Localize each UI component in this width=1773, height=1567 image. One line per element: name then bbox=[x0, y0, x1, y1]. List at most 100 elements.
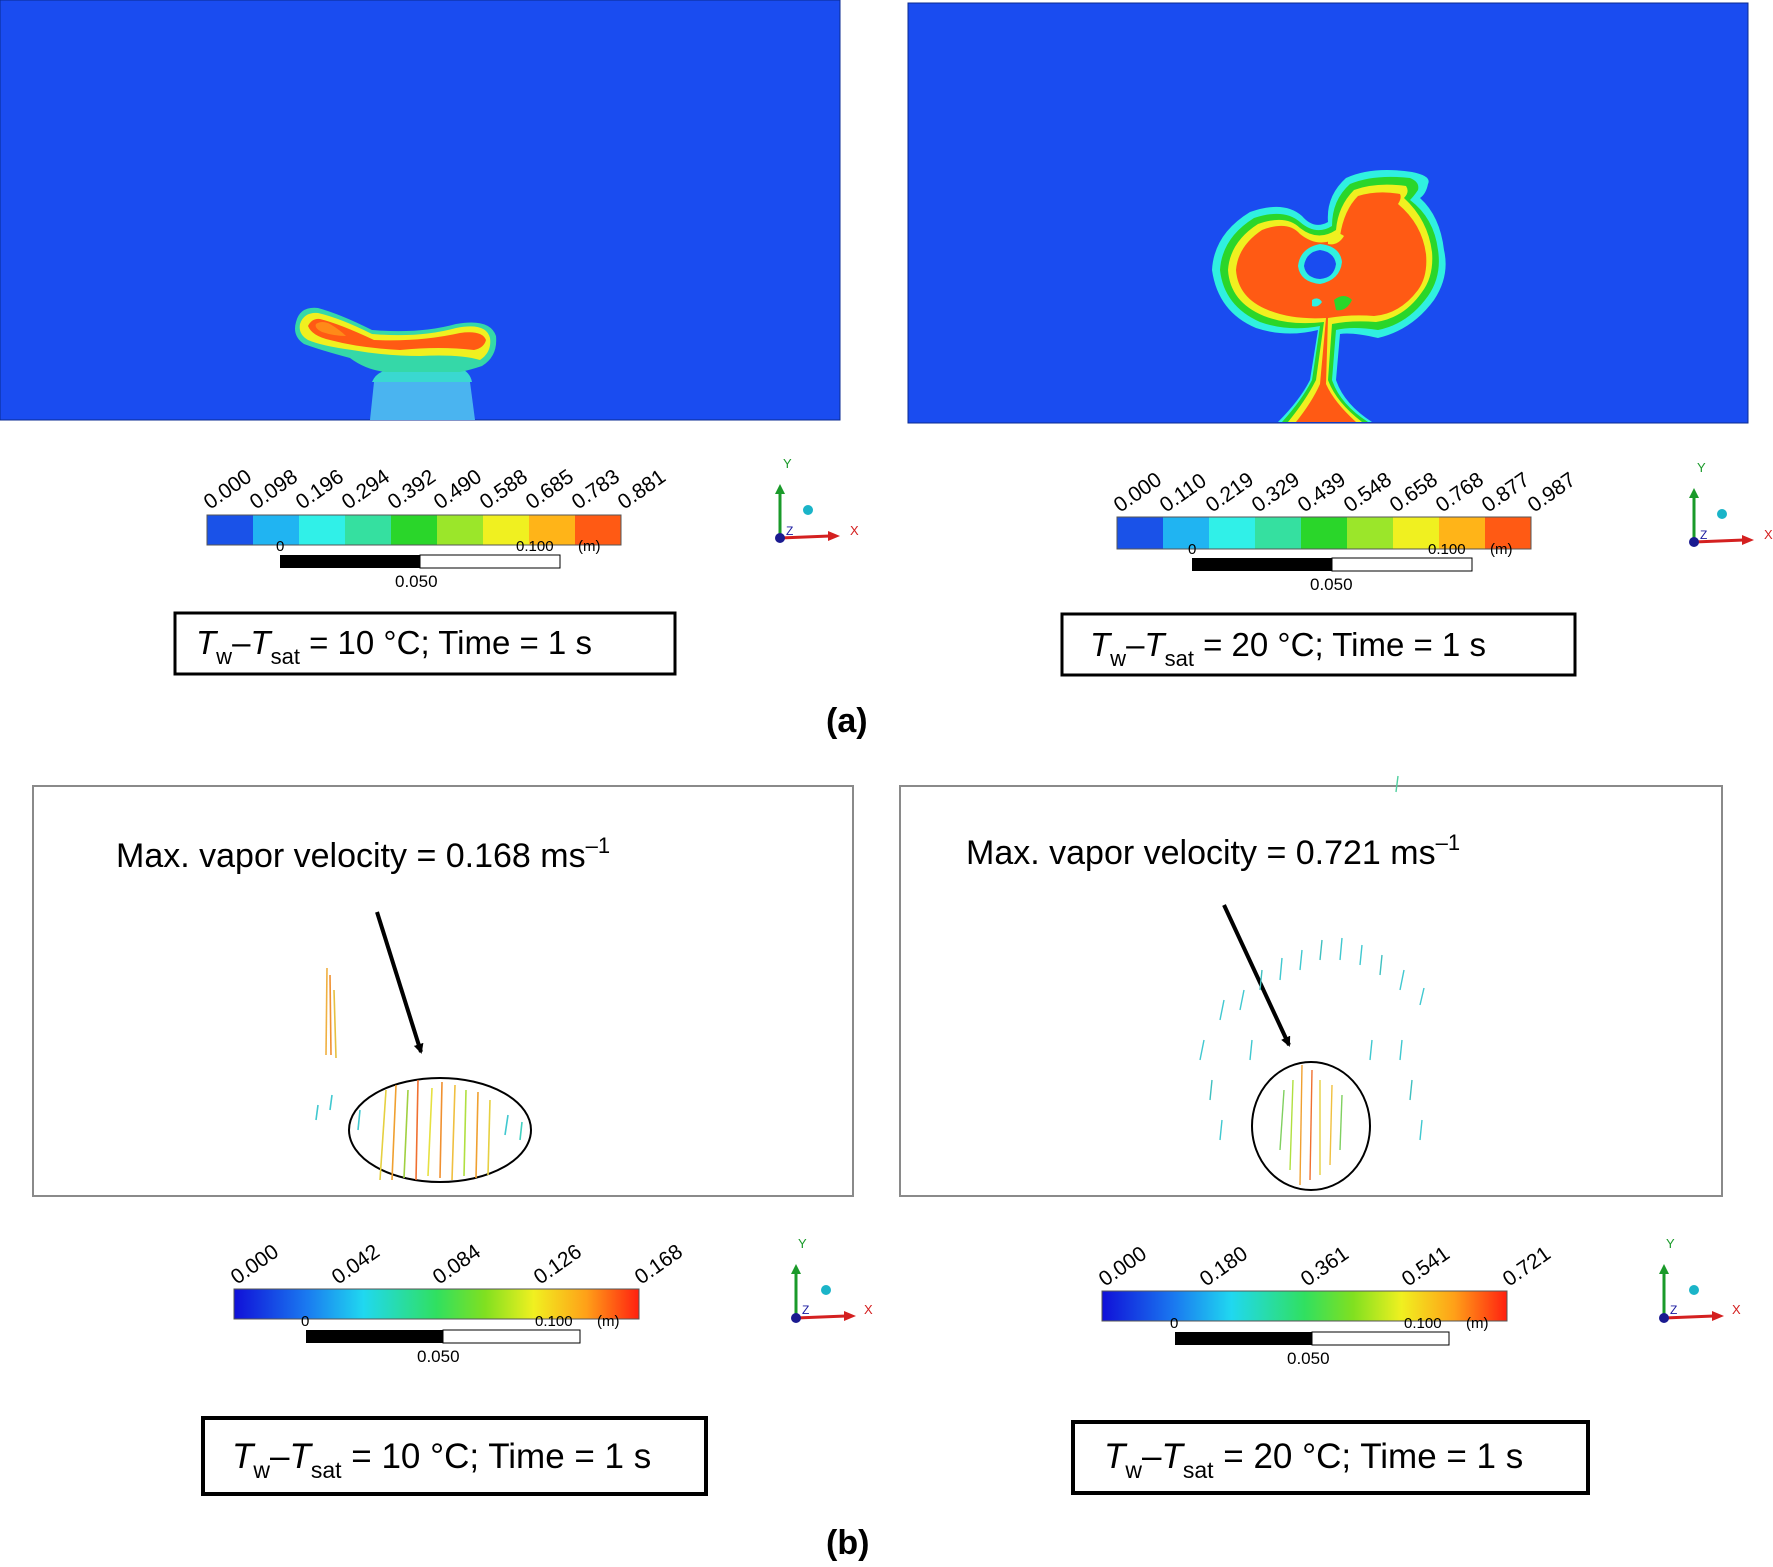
color-swatch bbox=[1163, 517, 1209, 549]
color-swatch bbox=[529, 515, 575, 545]
color-swatch bbox=[207, 515, 253, 545]
tick-label: 0.783 bbox=[568, 465, 624, 514]
axis-z-label: Z bbox=[802, 1303, 809, 1317]
svg-text:Tw–Tsat = 20 °C; Time = 1 s: Tw–Tsat = 20 °C; Time = 1 s bbox=[1104, 1437, 1523, 1483]
tick-label: 0.000 bbox=[200, 465, 256, 514]
colorbar-b-right: 0.000 0.180 0.361 0.541 0.721 0 0.100 (m… bbox=[1095, 1242, 1555, 1368]
tick-label: 0.219 bbox=[1202, 468, 1258, 517]
tick-label: 0.721 bbox=[1499, 1242, 1555, 1291]
tick-label: 0.658 bbox=[1386, 468, 1442, 517]
svg-text:Tw–Tsat = 10 °C; Time = 1 s: Tw–Tsat = 10 °C; Time = 1 s bbox=[232, 1437, 651, 1483]
color-gradient-bar bbox=[233, 1288, 640, 1320]
colorbar-a-left: 0.000 0.098 0.196 0.294 0.392 0.490 0.58… bbox=[200, 465, 670, 591]
svg-text:Tw–Tsat = 10 °C; Time = 1 s: Tw–Tsat = 10 °C; Time = 1 s bbox=[196, 624, 592, 669]
tick-label: 0.042 bbox=[328, 1240, 384, 1289]
scale-mid-label: 0.050 bbox=[1287, 1349, 1330, 1368]
tick-label: 0.588 bbox=[476, 465, 532, 514]
scale-unit-label: (m) bbox=[597, 1313, 620, 1330]
axis-y-label: Y bbox=[1697, 460, 1706, 475]
tick-label: 0.490 bbox=[430, 465, 486, 514]
tick-label: 0.000 bbox=[1095, 1242, 1151, 1291]
tick-label: 0.768 bbox=[1432, 468, 1488, 517]
tick-label: 0.685 bbox=[522, 465, 578, 514]
axis-x-label: X bbox=[1732, 1302, 1741, 1317]
tick-label: 0.877 bbox=[1478, 468, 1534, 517]
tick-label: 0.000 bbox=[227, 1240, 283, 1289]
scale-end-label: 0.100 bbox=[535, 1313, 573, 1330]
color-swatch bbox=[391, 515, 437, 545]
panel-a-left bbox=[0, 0, 841, 421]
color-swatch bbox=[253, 515, 299, 545]
color-swatch bbox=[1255, 517, 1301, 549]
colorbar-b-left: 0.000 0.042 0.084 0.126 0.168 0 0.100 (m… bbox=[227, 1240, 687, 1366]
tick-label: 0.168 bbox=[631, 1240, 687, 1289]
axis-triad-b-left: Y X Z bbox=[791, 1236, 873, 1323]
color-swatch bbox=[1393, 517, 1439, 549]
tick-label: 0.084 bbox=[429, 1240, 486, 1289]
axis-z-label: Z bbox=[1670, 1303, 1677, 1317]
tick-label: 0.098 bbox=[246, 465, 302, 514]
caption-b-right: Tw–Tsat = 20 °C; Time = 1 s bbox=[1071, 1420, 1590, 1495]
axis-y-label: Y bbox=[783, 456, 792, 471]
vector-plot-frame bbox=[32, 785, 854, 1197]
scale-bar: 0 0.100 (m) 0.050 bbox=[1170, 1315, 1489, 1368]
scale-unit-label: (m) bbox=[578, 538, 601, 555]
scale-zero-label: 0 bbox=[1188, 541, 1196, 558]
panel-b-label: (b) bbox=[826, 1524, 869, 1562]
scale-mid-label: 0.050 bbox=[417, 1347, 460, 1366]
scale-bar: 0 0.100 (m) 0.050 bbox=[276, 538, 601, 591]
color-swatch bbox=[575, 515, 621, 545]
tick-label: 0.329 bbox=[1248, 468, 1304, 517]
tick-label: 0.180 bbox=[1196, 1242, 1252, 1291]
axis-z-label: Z bbox=[1700, 528, 1707, 542]
vapor-bubble-shape bbox=[1212, 170, 1446, 422]
color-swatch bbox=[345, 515, 391, 545]
color-gradient-bar bbox=[1101, 1290, 1508, 1322]
color-swatch bbox=[1347, 517, 1393, 549]
scale-end-label: 0.100 bbox=[1428, 541, 1466, 558]
axis-x-label: X bbox=[1764, 527, 1773, 542]
caption-a-right: Tw–Tsat = 20 °C; Time = 1 s bbox=[1060, 612, 1577, 677]
axis-z-label: Z bbox=[786, 524, 793, 538]
svg-text:Tw–Tsat = 20 °C; Time = 1 s: Tw–Tsat = 20 °C; Time = 1 s bbox=[1090, 626, 1486, 671]
color-swatch bbox=[299, 515, 345, 545]
panel-b-left: Max. vapor velocity = 0.168 ms–1 bbox=[32, 785, 854, 1197]
scale-zero-label: 0 bbox=[1170, 1315, 1178, 1332]
color-swatch bbox=[1485, 517, 1531, 549]
tick-label: 0.439 bbox=[1294, 468, 1350, 517]
scale-unit-label: (m) bbox=[1490, 541, 1513, 558]
vapor-bubble-shape bbox=[295, 307, 497, 420]
axis-triad-a-right: Y X Z bbox=[1689, 460, 1773, 547]
color-swatch bbox=[1301, 517, 1347, 549]
axis-triad-a-left: Y X Z bbox=[775, 456, 859, 543]
panel-a-label: (a) bbox=[826, 702, 868, 740]
scale-end-label: 0.100 bbox=[516, 538, 554, 555]
tick-label: 0.881 bbox=[614, 465, 670, 514]
max-velocity-annotation: Max. vapor velocity = 0.168 ms–1 bbox=[116, 833, 610, 875]
tick-label: 0.294 bbox=[338, 465, 395, 514]
tick-label: 0.196 bbox=[292, 465, 348, 514]
pointer-arrow bbox=[1222, 904, 1291, 1047]
tick-label: 0.987 bbox=[1524, 468, 1580, 517]
color-swatch bbox=[437, 515, 483, 545]
panel-b-right: Max. vapor velocity = 0.721 ms–1 bbox=[899, 775, 1723, 1197]
tick-label: 0.361 bbox=[1297, 1242, 1353, 1291]
caption-a-left: Tw–Tsat = 10 °C; Time = 1 s bbox=[173, 611, 677, 676]
highlight-ellipse bbox=[348, 1077, 532, 1183]
scale-end-label: 0.100 bbox=[1404, 1315, 1442, 1332]
color-swatch bbox=[1439, 517, 1485, 549]
velocity-vectors bbox=[315, 967, 523, 1181]
tick-label: 0.110 bbox=[1156, 469, 1211, 517]
scale-zero-label: 0 bbox=[276, 538, 284, 555]
axis-triad-b-right: Y X Z bbox=[1659, 1236, 1741, 1323]
caption-b-left: Tw–Tsat = 10 °C; Time = 1 s bbox=[201, 1416, 708, 1496]
scale-bar: 0 0.100 (m) 0.050 bbox=[301, 1313, 620, 1366]
scale-zero-label: 0 bbox=[301, 1313, 309, 1330]
tick-label: 0.548 bbox=[1340, 468, 1396, 517]
scale-unit-label: (m) bbox=[1466, 1315, 1489, 1332]
axis-y-label: Y bbox=[1666, 1236, 1675, 1251]
tick-label: 0.000 bbox=[1110, 468, 1166, 517]
tick-label: 0.541 bbox=[1398, 1242, 1454, 1291]
pointer-arrow bbox=[375, 911, 424, 1054]
